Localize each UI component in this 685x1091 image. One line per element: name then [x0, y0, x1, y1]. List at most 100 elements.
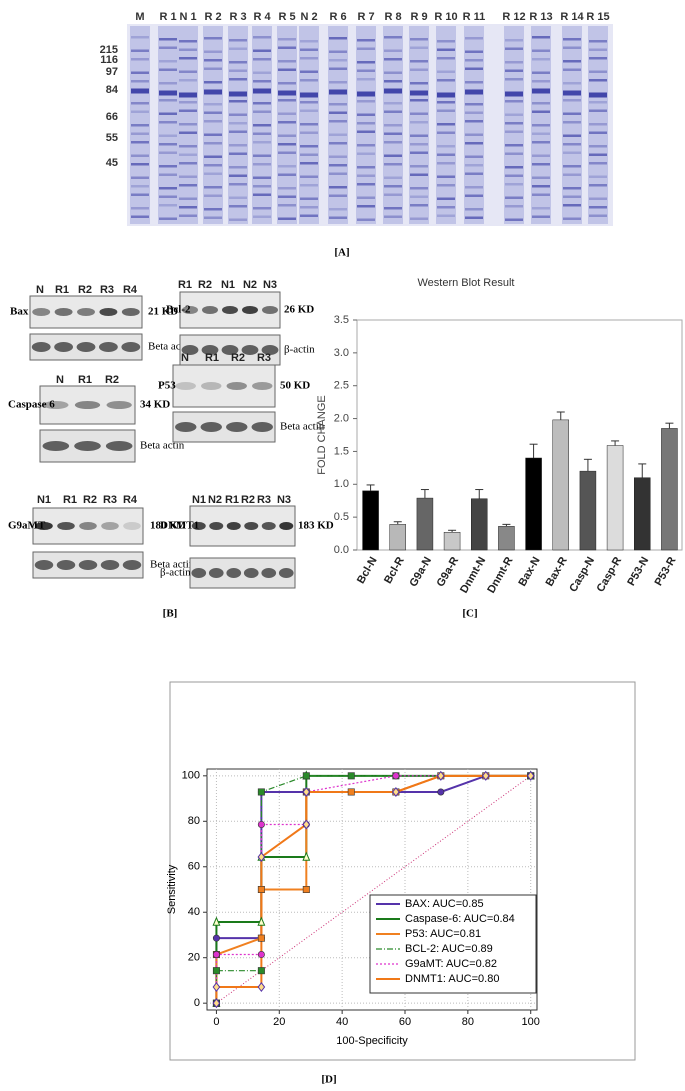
blot-band: [201, 345, 219, 355]
gel-band: [131, 215, 149, 218]
gel-band: [159, 195, 177, 198]
lane-label: N1: [221, 279, 235, 291]
gel-band: [159, 68, 177, 71]
bar: [498, 526, 515, 551]
gel-band: [589, 162, 607, 165]
gel-band: [300, 145, 318, 148]
gel-band: [532, 102, 550, 105]
gel-band: [465, 216, 483, 219]
gel-band: [532, 88, 550, 94]
gel-band: [505, 218, 523, 221]
gel-band: [357, 218, 375, 221]
gel-band: [589, 184, 607, 187]
point: [392, 786, 400, 797]
gel-band: [437, 48, 455, 51]
gel-band: [357, 113, 375, 116]
gel-band: [357, 205, 375, 208]
gel-band: [278, 204, 296, 207]
blot-band: [79, 522, 97, 530]
gel-band: [131, 36, 149, 39]
gel-band: [357, 69, 375, 72]
gel-band: [300, 175, 318, 178]
gel-lane: [504, 26, 524, 224]
bar: [525, 457, 542, 551]
gel-band: [505, 39, 523, 42]
gel-band: [278, 46, 296, 49]
gel-band: [532, 36, 550, 39]
gel-band: [437, 131, 455, 134]
blot-band: [32, 308, 51, 316]
gel-band: [179, 214, 197, 217]
roc-line: [215, 775, 531, 1004]
marker-label: 45: [106, 157, 118, 169]
blot-box: [189, 505, 296, 547]
gel-band: [159, 38, 177, 41]
gel-band: [278, 165, 296, 168]
gel-band: [329, 111, 347, 114]
blot-band: [261, 522, 276, 530]
gel-lane: [531, 26, 551, 224]
gel-band: [131, 176, 149, 179]
gel-band: [410, 121, 428, 124]
gel-band: [465, 120, 483, 123]
blot-band: [76, 342, 96, 352]
gel-band: [253, 141, 271, 144]
gel-band: [253, 49, 271, 52]
gel-band: [131, 102, 149, 105]
blot-band: [42, 441, 70, 451]
gel-band: [589, 79, 607, 82]
gel-band: [532, 185, 550, 188]
gel-lane: [383, 26, 403, 224]
gel-band: [179, 145, 197, 148]
gel-band: [229, 152, 247, 155]
legend-label: BAX: AUC=0.85: [405, 898, 484, 910]
lane-label: R 5: [278, 11, 295, 23]
gel-band: [384, 58, 402, 61]
gel-band: [563, 38, 581, 41]
gel-band: [329, 216, 347, 219]
gel-band: [532, 215, 550, 218]
gel-band: [131, 132, 149, 135]
gel-band: [465, 155, 483, 158]
gel-lane: [203, 26, 223, 224]
gel-band: [563, 121, 581, 124]
point: [257, 934, 265, 942]
caption: [B]: [163, 608, 178, 620]
gel-band: [159, 112, 177, 115]
gel-band: [589, 197, 607, 200]
gel-band: [357, 152, 375, 155]
gel-band: [563, 195, 581, 198]
gel-band: [563, 217, 581, 220]
point: [302, 851, 311, 861]
gel-band: [589, 101, 607, 104]
y-tick-label: 0: [194, 997, 200, 1009]
gel-band: [532, 163, 550, 166]
lane-label: N: [36, 284, 44, 296]
gel-band: [159, 217, 177, 220]
gel-band: [410, 173, 428, 176]
gel-band: [179, 131, 197, 134]
gel-band: [505, 205, 523, 208]
gel-band: [563, 82, 581, 85]
gel-band: [532, 71, 550, 74]
gel-band: [179, 175, 197, 178]
blot-band: [100, 560, 120, 570]
lane-label: R2: [78, 284, 92, 296]
gel-band: [253, 163, 271, 166]
chart-title: Western Blot Result: [417, 277, 514, 289]
blot-band: [252, 382, 273, 390]
caption: [C]: [462, 608, 477, 620]
point: [257, 788, 265, 796]
gel-band: [253, 207, 271, 210]
roc-line: [215, 774, 531, 1004]
y-axis-label: FOLD CHANGE: [316, 395, 328, 474]
bar: [362, 490, 379, 551]
gel-band: [563, 173, 581, 176]
caption: [D]: [321, 1074, 336, 1086]
gel-band: [229, 130, 247, 133]
marker-label: 116: [100, 54, 118, 66]
gel-band: [357, 100, 375, 103]
blot-band: [191, 522, 206, 530]
gel-band: [300, 162, 318, 165]
plot-frame: [206, 768, 538, 1011]
